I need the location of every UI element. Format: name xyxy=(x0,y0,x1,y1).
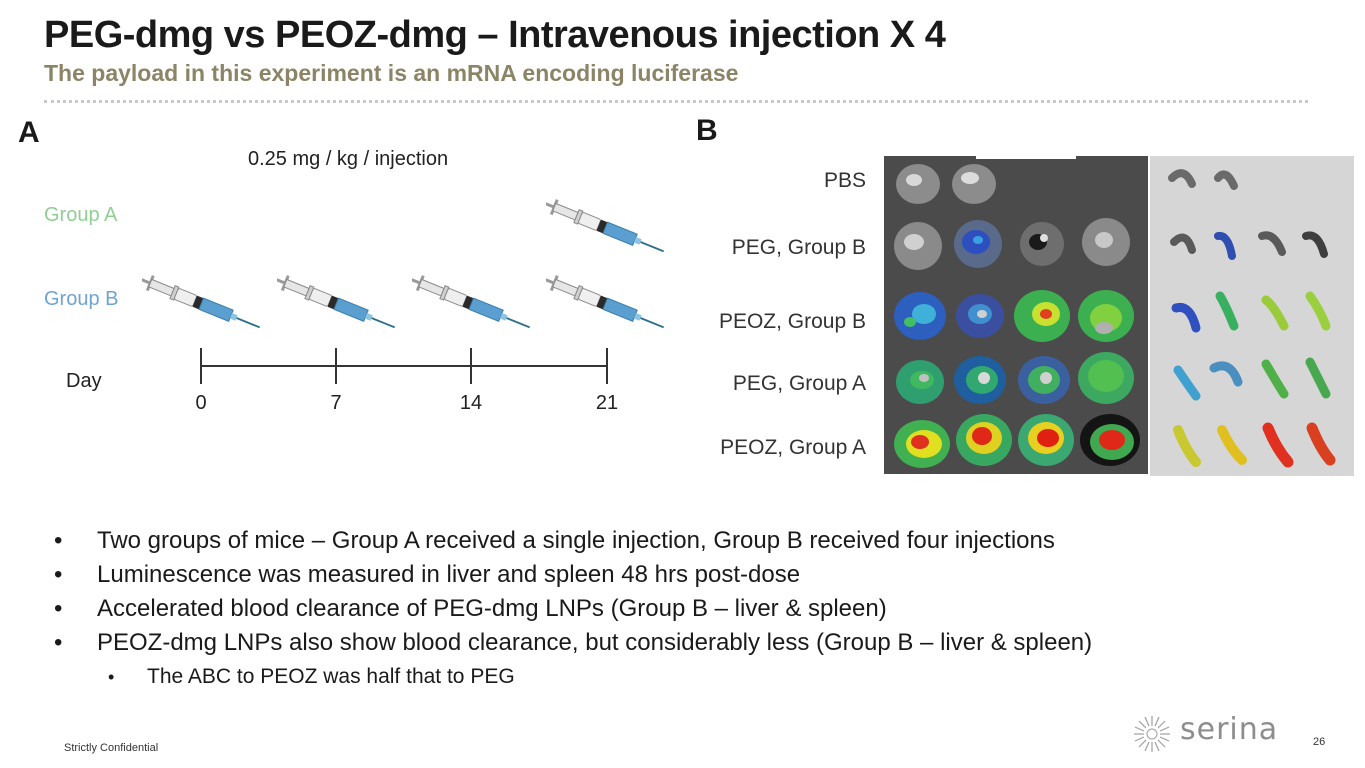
spleen-peoz-a-3 xyxy=(1262,422,1294,468)
liver-peoz-b-2 xyxy=(956,294,1004,338)
confidential-footer: Strictly Confidential xyxy=(64,742,159,754)
slide-title: PEG-dmg vs PEOZ-dmg – Intravenous inject… xyxy=(44,14,946,56)
liver-peoz-a-2 xyxy=(956,414,1012,466)
title-divider xyxy=(44,100,1308,103)
row-label-peg-group-a: PEG, Group A xyxy=(732,372,866,395)
liver-peoz-b-1 xyxy=(894,292,946,340)
timeline-axis xyxy=(200,348,608,384)
bullet-list: • Two groups of mice – Group A received a… xyxy=(54,526,1092,694)
spleen-peoz-b-2 xyxy=(1215,291,1239,331)
day-axis-label: Day xyxy=(66,370,102,392)
liver-peg-b-1 xyxy=(894,222,942,270)
spleen-peg-a-2 xyxy=(1209,361,1243,387)
sub-bullet-item: • The ABC to PEOZ was half that to PEG xyxy=(108,665,515,688)
spleen-luminescence-image xyxy=(1150,156,1354,476)
liver-peg-a-4 xyxy=(1078,352,1134,404)
liver-peg-b-2 xyxy=(954,220,1002,268)
panel-b-letter: B xyxy=(696,114,718,147)
day-14-label: 14 xyxy=(459,392,483,414)
day-0-label: 0 xyxy=(195,392,207,414)
liver-peoz-a-3 xyxy=(1018,414,1074,466)
spleen-peoz-a-2 xyxy=(1217,425,1247,465)
liver-peg-a-1 xyxy=(896,360,944,404)
row-label-pbs: PBS xyxy=(823,169,866,192)
spleen-peg-b-3 xyxy=(1258,231,1286,256)
spleen-peg-b-1 xyxy=(1170,233,1196,254)
spleen-peg-a-1 xyxy=(1173,365,1201,401)
spleen-peoz-b-3 xyxy=(1261,295,1289,331)
bullet-item: • Luminescence was measured in liver and … xyxy=(54,561,801,588)
group-a-label: Group A xyxy=(44,204,118,226)
spleen-pbs-2 xyxy=(1214,170,1238,190)
liver-peoz-b-3 xyxy=(1014,290,1070,342)
slide-subtitle: The payload in this experiment is an mRN… xyxy=(44,60,739,86)
spleen-pbs-1 xyxy=(1168,169,1196,188)
spleen-peoz-a-1 xyxy=(1173,425,1201,467)
liver-peoz-a-4 xyxy=(1080,414,1140,466)
liver-peg-a-2 xyxy=(954,356,1006,404)
spleen-peg-a-3 xyxy=(1261,359,1289,399)
row-label-peoz-group-b: PEOZ, Group B xyxy=(718,310,866,333)
day-21-label: 21 xyxy=(595,392,619,414)
spleen-peoz-a-4 xyxy=(1306,422,1336,466)
spleen-peg-b-2 xyxy=(1214,231,1236,260)
dose-label: 0.25 mg / kg / injection xyxy=(248,148,449,170)
liver-peg-b-4 xyxy=(1082,218,1130,266)
day-7-label: 7 xyxy=(330,392,342,414)
serina-logo-text: serina xyxy=(1180,712,1279,747)
spleen-peoz-b-4 xyxy=(1305,291,1331,331)
bullet-item: • PEOZ-dmg LNPs also show blood clearance… xyxy=(54,629,1093,656)
liver-peoz-b-4 xyxy=(1078,290,1134,342)
row-label-peoz-group-a: PEOZ, Group A xyxy=(720,436,866,459)
row-label-peg-group-b: PEG, Group B xyxy=(731,236,866,259)
spleen-peg-a-4 xyxy=(1305,357,1331,399)
spleen-peoz-b-1 xyxy=(1171,302,1201,333)
liver-pbs-1 xyxy=(896,164,940,204)
serina-logo-icon xyxy=(1134,716,1170,752)
bullet-item: • Two groups of mice – Group A received a… xyxy=(54,527,1055,554)
liver-peg-b-3 xyxy=(1020,222,1064,266)
liver-pbs-2 xyxy=(952,164,996,204)
liver-peg-a-3 xyxy=(1018,356,1070,404)
panel-a-letter: A xyxy=(18,116,40,149)
liver-luminescence-image xyxy=(884,156,1148,474)
bullet-item: • Accelerated blood clearance of PEG-dmg … xyxy=(54,595,887,622)
spleen-peg-b-4 xyxy=(1302,231,1328,258)
page-number: 26 xyxy=(1313,736,1326,748)
group-b-label: Group B xyxy=(44,288,119,310)
liver-peoz-a-1 xyxy=(894,420,950,468)
